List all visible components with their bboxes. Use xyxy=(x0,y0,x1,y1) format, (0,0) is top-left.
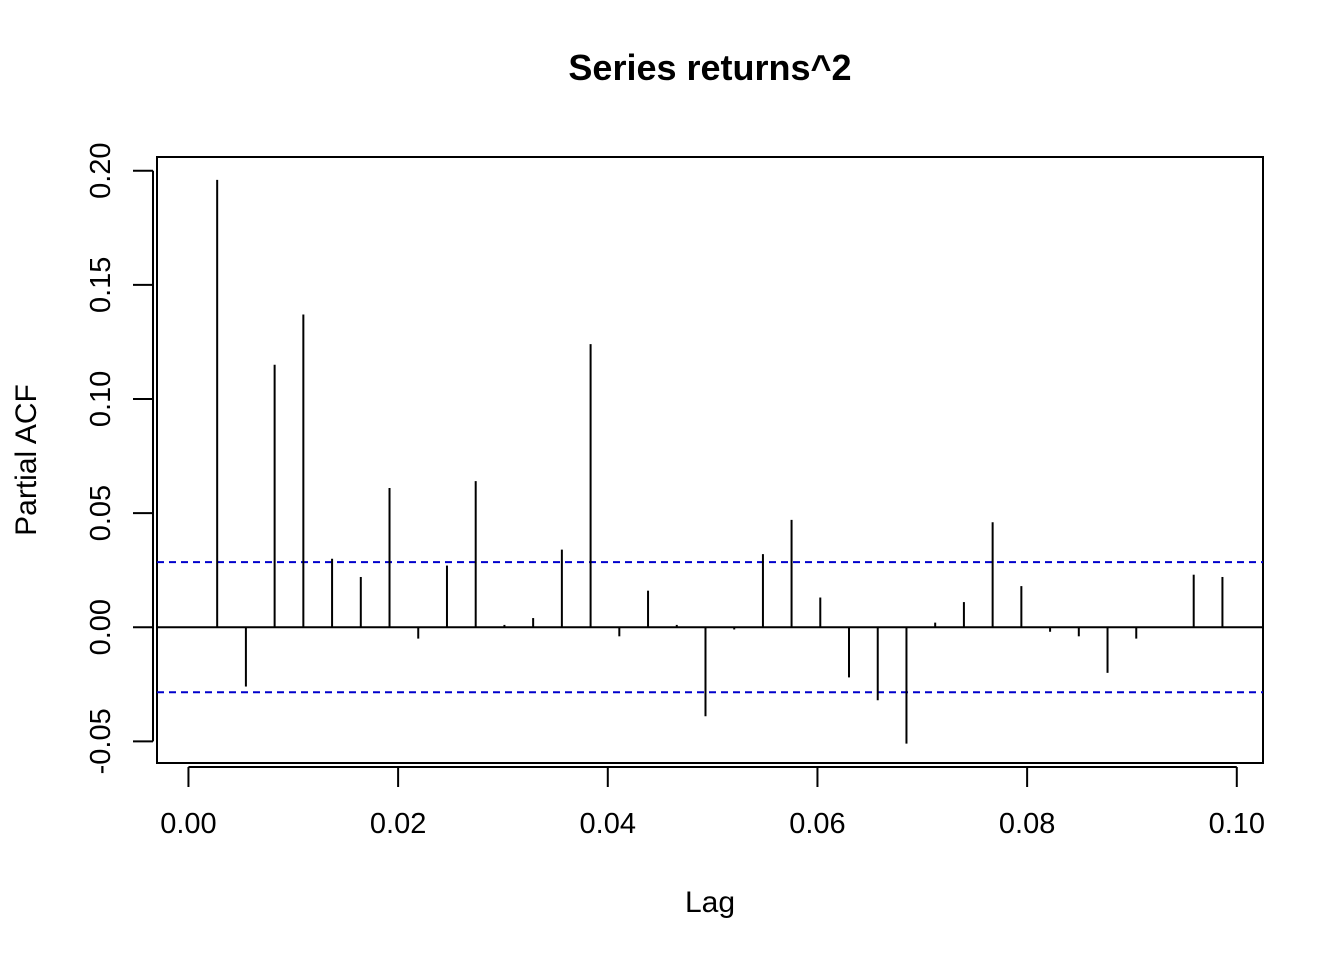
y-tick-label: 0.05 xyxy=(85,485,117,541)
y-axis: -0.05 0.00 0.05 0.10 0.15 0.20 xyxy=(85,142,154,774)
y-axis-label: Partial ACF xyxy=(10,384,43,536)
chart-title: Series returns^2 xyxy=(568,47,851,88)
x-tick-label: 0.02 xyxy=(370,808,426,840)
y-tick-label: 0.20 xyxy=(85,142,117,198)
x-tick-label: 0.00 xyxy=(160,808,216,840)
y-tick-label: 0.10 xyxy=(85,371,117,427)
y-tick-label: 0.15 xyxy=(85,257,117,313)
y-tick-label: -0.05 xyxy=(85,708,117,774)
x-tick-label: 0.10 xyxy=(1209,808,1265,840)
plot-area xyxy=(156,156,1264,764)
x-tick-label: 0.04 xyxy=(580,808,636,840)
x-tick-label: 0.08 xyxy=(999,808,1055,840)
plot-frame xyxy=(156,156,1264,764)
x-axis-label: Lag xyxy=(685,886,735,919)
y-tick-label: 0.00 xyxy=(85,599,117,655)
x-axis: 0.00 0.02 0.04 0.06 0.08 0.10 xyxy=(160,766,1265,840)
x-tick-label: 0.06 xyxy=(789,808,845,840)
